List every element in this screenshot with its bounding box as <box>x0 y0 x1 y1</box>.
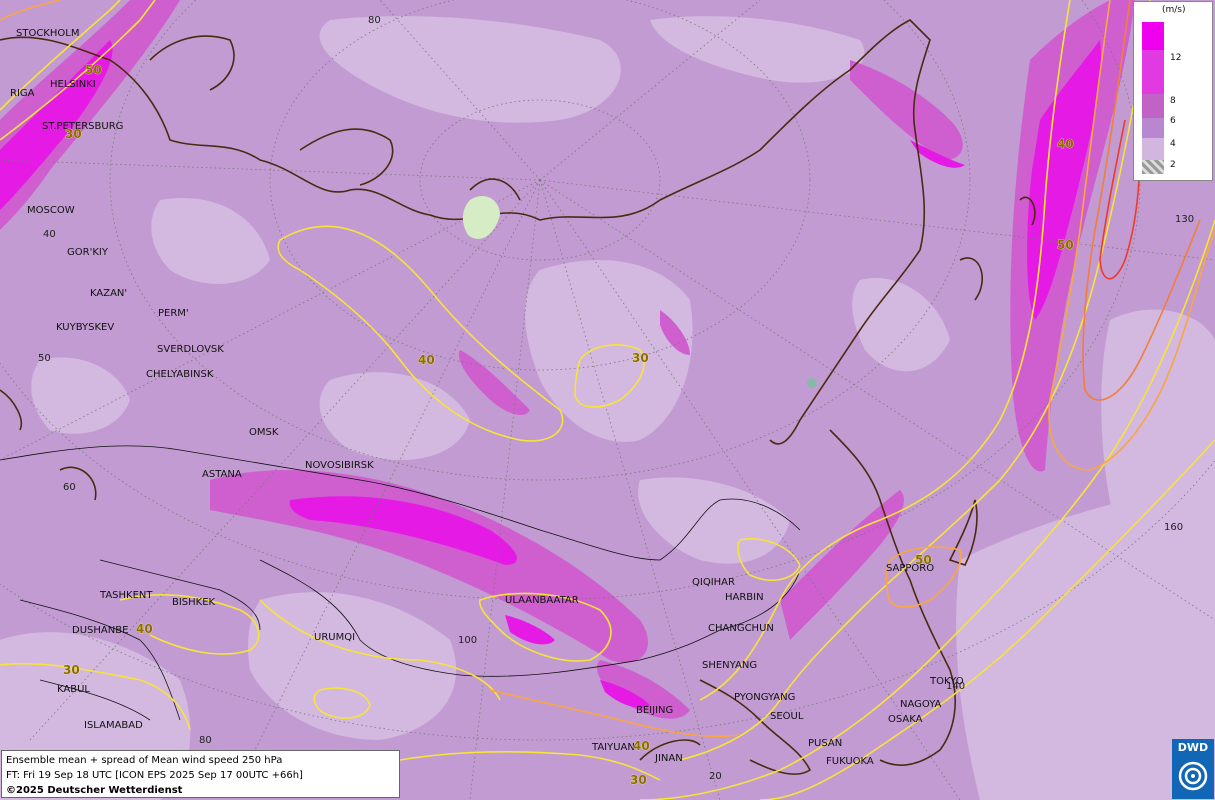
city-label: NOVOSIBIRSK <box>305 460 374 471</box>
city-label: NAGOYA <box>900 699 942 710</box>
city-label: BISHKEK <box>172 597 216 608</box>
city-label: SAPPORO <box>886 563 934 574</box>
city-label: PUSAN <box>808 738 842 749</box>
city-label: FUKUOKA <box>826 756 874 767</box>
city-label: DUSHANBE <box>72 625 128 636</box>
legend-unit: (m/s) <box>1162 5 1186 15</box>
city-label: PERM' <box>158 308 189 319</box>
city-label: HARBIN <box>725 592 764 603</box>
city-label: RIGA <box>10 88 35 99</box>
graticule-label: 50 <box>38 353 51 364</box>
city-label: TASHKENT <box>99 590 153 601</box>
dwd-logo-text: DWD <box>1177 741 1209 754</box>
legend-label-12: 12 <box>1170 53 1182 63</box>
city-label: PYONGYANG <box>734 692 795 703</box>
contour-label: 40 <box>418 353 435 367</box>
country-borders <box>0 445 801 721</box>
contour-label: 40 <box>633 739 650 753</box>
dwd-logo: DWD <box>1172 739 1214 799</box>
graticule-label: 40 <box>43 229 56 240</box>
legend-label-4: 4 <box>1170 139 1176 149</box>
city-label: STOCKHOLM <box>16 28 79 39</box>
city-label: ST.PETERSBURG <box>42 121 123 132</box>
low-spread-spot <box>462 195 500 239</box>
dwd-swirl-icon <box>1178 761 1208 791</box>
forecast-time: FT: Fri 19 Sep 18 UTC [ICON EPS 2025 Sep… <box>6 770 303 781</box>
city-label: BEIJING <box>636 705 673 716</box>
city-label: KABUL <box>57 684 90 695</box>
graticule-label: 80 <box>199 735 212 746</box>
coastlines <box>0 19 1036 775</box>
graticule-label: 20 <box>709 771 722 782</box>
contour-label: 40 <box>136 622 153 636</box>
isotach-contours-strong <box>0 0 1215 738</box>
contour-label: 30 <box>630 773 647 787</box>
contour-label: 50 <box>1057 238 1074 252</box>
city-label: KAZAN' <box>90 288 127 299</box>
city-labels: STOCKHOLM HELSINKI RIGA ST.PETERSBURG MO… <box>10 28 964 767</box>
graticule-label: 60 <box>63 482 76 493</box>
legend-swatch-6 <box>1142 94 1164 118</box>
city-label: ASTANA <box>202 469 242 480</box>
legend-swatch-8 <box>1142 50 1164 94</box>
legend-label-8: 8 <box>1170 96 1176 106</box>
city-label: MOSCOW <box>27 205 75 216</box>
city-label: OMSK <box>249 427 279 438</box>
copyright: ©2025 Deutscher Wetterdienst <box>6 785 183 796</box>
contour-label: 50 <box>85 63 102 77</box>
graticule-label: 140 <box>946 681 965 692</box>
graticule-label: 130 <box>1175 214 1194 225</box>
graticule-label: 160 <box>1164 522 1183 533</box>
city-label: JINAN <box>654 753 683 764</box>
city-label: KUYBYSKEV <box>56 322 114 333</box>
city-label: SVERDLOVSK <box>157 344 224 355</box>
city-label: TAIYUAN <box>591 742 635 753</box>
legend-swatch-12 <box>1142 22 1164 50</box>
graticule-label: 80 <box>368 15 381 26</box>
low-spread-spot-2 <box>807 378 817 388</box>
city-label: ISLAMABAD <box>84 720 143 731</box>
city-label: HELSINKI <box>50 79 96 90</box>
city-label: ULAANBAATAR <box>505 595 579 606</box>
contour-labels: 50 30 40 30 40 50 50 40 30 40 30 <box>63 63 1074 788</box>
city-label: SEOUL <box>770 711 804 722</box>
city-label: URUMQI <box>314 632 355 643</box>
spread-level-12-areas <box>0 40 1101 708</box>
map-info-box: Ensemble mean + spread of Mean wind spee… <box>1 750 400 798</box>
color-legend: (m/s) 12 8 6 4 2 <box>1133 1 1213 181</box>
city-label: QIQIHAR <box>692 577 735 588</box>
graticule-label: 100 <box>458 635 477 646</box>
city-label: OSAKA <box>888 714 923 725</box>
contour-label: 50 <box>915 553 932 567</box>
city-label: TOKYO <box>929 676 964 687</box>
contour-label: 30 <box>632 351 649 365</box>
graticule-labels: 80 40 50 60 80 100 20 130 140 160 <box>38 15 1194 782</box>
city-label: CHANGCHUN <box>708 623 774 634</box>
legend-label-6: 6 <box>1170 116 1176 126</box>
contour-label: 30 <box>65 127 82 141</box>
city-label: SHENYANG <box>702 660 757 671</box>
city-label: CHELYABINSK <box>146 369 214 380</box>
legend-label-2: 2 <box>1170 160 1176 170</box>
legend-swatch-2 <box>1142 138 1164 160</box>
city-label: GOR'KIY <box>67 247 109 258</box>
contour-label: 30 <box>63 663 80 677</box>
legend-swatch-0 <box>1142 160 1164 174</box>
product-title: Ensemble mean + spread of Mean wind spee… <box>6 755 283 766</box>
contour-label: 40 <box>1057 137 1074 151</box>
legend-swatch-4 <box>1142 118 1164 138</box>
